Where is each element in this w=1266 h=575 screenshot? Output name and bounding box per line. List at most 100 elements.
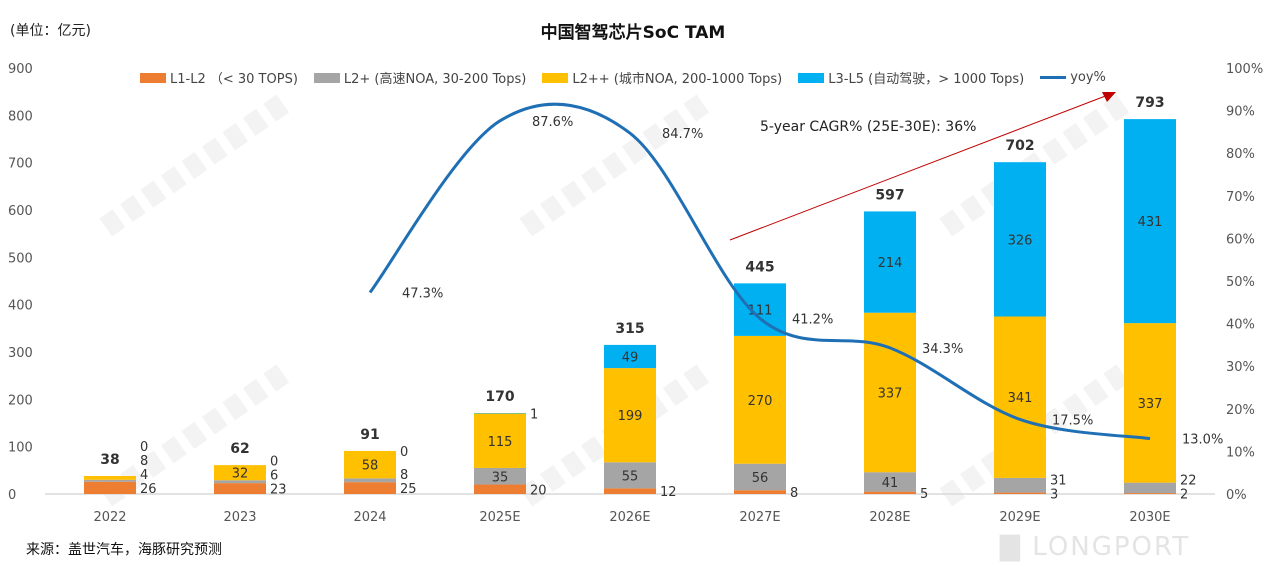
watermark-stripe <box>642 123 669 151</box>
watermark-stripe <box>161 166 187 194</box>
y-tick-label: 900 <box>8 62 33 77</box>
watermark-stripe <box>222 393 249 421</box>
bar-value-label: 115 <box>488 435 513 450</box>
y2-tick-label: 30% <box>1226 360 1255 375</box>
bar-segment <box>474 467 526 485</box>
bar-value-label: 35 <box>492 470 509 485</box>
bar-value-label: 8 <box>790 486 798 501</box>
bar-value-label: 41 <box>882 476 899 491</box>
watermark-stripe <box>201 407 228 435</box>
watermark-stripe <box>960 464 986 493</box>
legend-label: yoy% <box>1070 70 1106 85</box>
bar-segment <box>864 472 916 492</box>
watermark-stripe <box>519 479 546 507</box>
bar-segment <box>474 413 526 468</box>
x-tick-label: 2022 <box>93 510 126 525</box>
legend-label: L3-L5 (自动驾驶，> 1000 Tops) <box>828 72 1025 87</box>
bar-total-label: 597 <box>875 187 904 203</box>
y-tick-label: 200 <box>8 393 33 408</box>
y-tick-label: 600 <box>8 204 33 219</box>
legend-item: L2++ (城市NOA, 200-1000 Tops) <box>542 68 782 87</box>
longport-logo: ▇ LONGPORT <box>1000 532 1191 562</box>
y2-tick-label: 80% <box>1226 147 1255 162</box>
bar-total-label: 702 <box>1005 138 1034 154</box>
bar-segment <box>474 484 526 494</box>
bar-segment <box>344 450 396 479</box>
bar-segment <box>604 368 656 463</box>
bar-segment <box>994 162 1046 317</box>
bar-value-label: 55 <box>622 469 639 484</box>
yoy-label: 47.3% <box>402 287 443 302</box>
bar-value-label: 326 <box>1008 233 1033 248</box>
x-tick-label: 2025E <box>479 510 520 525</box>
bar-segment <box>734 490 786 494</box>
bar-total-label: 62 <box>230 441 249 457</box>
legend: L1-L2 （< 30 TOPS) L2+ (高速NOA, 30-200 Top… <box>140 68 1106 87</box>
watermark-stripe <box>263 364 290 392</box>
watermark-stripe <box>519 209 546 237</box>
legend-item: yoy% <box>1040 68 1106 87</box>
watermark-stripe <box>560 450 587 478</box>
watermark-stripe <box>1082 378 1109 406</box>
y2-tick-label: 10% <box>1226 445 1255 460</box>
bar-value-label: 8 <box>400 468 408 483</box>
watermark-stripe <box>99 209 126 237</box>
bar-value-label: 0 <box>270 455 278 470</box>
bar-segment <box>604 344 656 369</box>
x-tick-label: 2024 <box>353 510 386 525</box>
bar-segment <box>1124 119 1176 324</box>
bar-value-label: 214 <box>878 256 903 271</box>
yoy-label: 41.2% <box>792 312 833 327</box>
bar-value-label: 341 <box>1008 391 1033 406</box>
bar-segment <box>604 462 656 489</box>
legend-swatch <box>313 72 340 83</box>
source-note: 来源：盖世汽车，海豚研究预测 <box>26 542 222 558</box>
bar-total-label: 91 <box>360 427 379 443</box>
bar-total-label: 445 <box>745 259 774 275</box>
bar-value-label: 20 <box>530 483 547 498</box>
bar-segment <box>604 488 656 494</box>
bar-value-label: 56 <box>752 471 769 486</box>
bar-value-label: 5 <box>920 487 928 502</box>
yoy-label: 87.6% <box>532 115 573 130</box>
watermark-stripe <box>540 194 566 223</box>
watermark-stripe <box>120 194 146 223</box>
watermark-stripe <box>161 436 187 464</box>
x-tick-label: 2028E <box>869 510 910 525</box>
watermark-stripe <box>263 94 290 122</box>
watermark-stripe <box>181 151 208 180</box>
bar-segment <box>994 492 1046 494</box>
bar-segment <box>734 463 786 491</box>
bar-value-label: 12 <box>660 485 677 500</box>
x-tick-label: 2030E <box>1129 510 1170 525</box>
bar-segment <box>1124 482 1176 494</box>
bar-value-label: 0 <box>400 445 408 460</box>
bar-value-label: 2 <box>1180 488 1188 503</box>
y2-tick-label: 20% <box>1226 403 1255 418</box>
legend-label: L1-L2 （< 30 TOPS) <box>170 72 298 87</box>
x-tick-label: 2023 <box>223 510 256 525</box>
bar-value-label: 25 <box>400 482 417 497</box>
bar-value-label: 6 <box>270 469 278 484</box>
y2-tick-label: 40% <box>1226 318 1255 333</box>
watermark-graphic <box>519 94 710 237</box>
bar-value-label: 32 <box>232 467 249 482</box>
watermark-stripe <box>1062 393 1089 421</box>
legend-swatch <box>1040 76 1067 79</box>
bar-segment <box>1124 493 1176 494</box>
bar-total-label: 38 <box>100 452 119 468</box>
legend-label: L2+ (高速NOA, 30-200 Tops) <box>343 72 527 87</box>
legend-swatch <box>798 72 825 83</box>
legend-label: L2++ (城市NOA, 200-1000 Tops) <box>572 72 783 87</box>
y2-tick-label: 50% <box>1226 275 1255 290</box>
x-tick-label: 2026E <box>609 510 650 525</box>
watermark-stripe <box>683 94 710 122</box>
bar-segment <box>84 479 136 482</box>
bar-value-label: 58 <box>362 459 379 474</box>
bar-segment <box>84 476 136 480</box>
bar-total-label: 170 <box>485 389 514 405</box>
y-tick-label: 300 <box>8 346 33 361</box>
bar-value-label: 31 <box>1050 473 1067 488</box>
x-tick-label: 2027E <box>739 510 780 525</box>
